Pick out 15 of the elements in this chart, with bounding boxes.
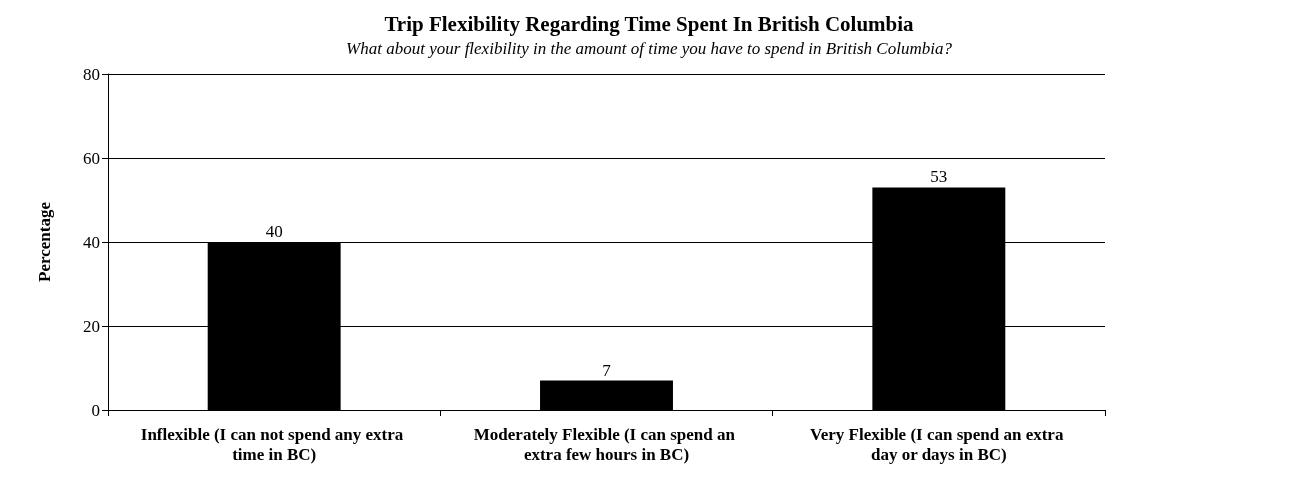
y-tick-label: 40 [83, 232, 100, 252]
y-tick-label: 60 [83, 148, 100, 168]
data-label: 7 [602, 360, 612, 380]
data-label: 53 [930, 167, 948, 187]
bar [540, 380, 673, 410]
y-tick-label: 0 [91, 400, 100, 420]
y-axis-title: Percentage [35, 201, 54, 282]
chart-subtitle: What about your flexibility in the amount of time you have to spend in British Columbia? [346, 39, 953, 58]
y-tick-label: 20 [83, 316, 100, 336]
data-label: 40 [265, 222, 283, 241]
x-tick-label: Very Flexible (I can spend an extra day or days in BC) [810, 424, 1068, 464]
chart-title: Trip Flexibility Regarding Time Spent In British Columbia [384, 11, 915, 36]
x-tick-label: Moderately Flexible (I can spend an extra few hours in BC) [473, 424, 740, 464]
x-tick-label: Inflexible (I can not spend any extra time in BC) [140, 424, 408, 464]
y-tick-label: 80 [83, 64, 100, 84]
